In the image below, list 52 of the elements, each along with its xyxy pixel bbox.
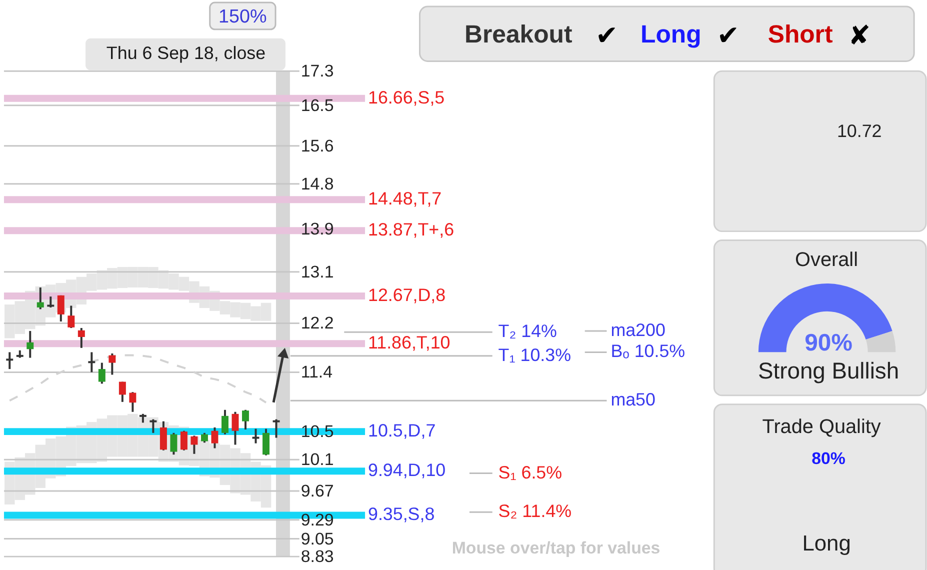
candlestick (26, 330, 34, 359)
ref-line-label: 11.86,T,10 (368, 332, 450, 353)
ref-line-label: T₂ 14% (498, 321, 558, 342)
y-tick-label: 10.1 (300, 450, 334, 470)
ref-line-label: 16.66,S,5 (368, 87, 445, 108)
ref-line-label: T₁ 10.3% (498, 344, 572, 365)
y-tick-label: 16.5 (300, 96, 334, 115)
candlestick (118, 380, 126, 403)
y-tick-label: 11.4 (300, 362, 332, 382)
text: 150% (218, 6, 268, 28)
text: ✔ (595, 20, 618, 52)
text: 10.72 (836, 120, 882, 141)
y-tick-label: 13.1 (300, 262, 334, 282)
candlestick (108, 352, 116, 376)
ref-line-label: 14.48,T,7 (368, 188, 442, 209)
candlestick (262, 428, 270, 456)
text: ✔ (716, 20, 740, 52)
chart-title: Overall (795, 249, 858, 272)
text: Long (802, 530, 851, 556)
text: Long (640, 20, 702, 48)
text: 80% (812, 449, 846, 468)
y-tick-label: 9.67 (300, 481, 334, 500)
y-tick-label: 8.83 (300, 547, 334, 566)
text: Thu 6 Sep 18, close (106, 43, 266, 64)
candlestick (242, 408, 249, 430)
y-tick-label: 17.3 (300, 62, 334, 81)
candlestick (221, 408, 228, 436)
data-label: 90% (804, 330, 852, 357)
text: Short (768, 20, 833, 48)
candlestick (78, 327, 85, 349)
candlestick (98, 362, 106, 385)
y-tick-label: 12.2 (300, 314, 334, 333)
y-tick-label: 13.9 (300, 220, 334, 239)
candlestick (232, 410, 239, 446)
ref-line-label: Bₒ 10.5% (610, 341, 686, 362)
text: Breakout (464, 20, 572, 48)
ref-line-label: 9.35,S,8 (368, 504, 435, 524)
ref-line-label: 13.87,T+,6 (368, 220, 454, 240)
ref-line-label: ma50 (610, 390, 656, 410)
ref-line-label: 9.94,D,10 (368, 460, 446, 480)
y-tick-label: 15.6 (300, 136, 334, 156)
text: ✘ (848, 20, 871, 52)
ref-line-label: 12.67,D,8 (368, 284, 446, 305)
ref-line-label: S₂ 11.4% (498, 501, 572, 522)
text: Trade Quality (762, 416, 881, 438)
y-tick-label: 14.8 (300, 174, 334, 194)
ref-line-label: 10.5,D,7 (368, 420, 436, 441)
candlestick (129, 391, 136, 413)
ref-line-label: ma200 (610, 320, 666, 340)
text: Strong Bullish (758, 358, 900, 384)
ref-line-label: S₁ 6.5% (498, 462, 562, 482)
y-tick-label: 9.05 (300, 529, 334, 548)
